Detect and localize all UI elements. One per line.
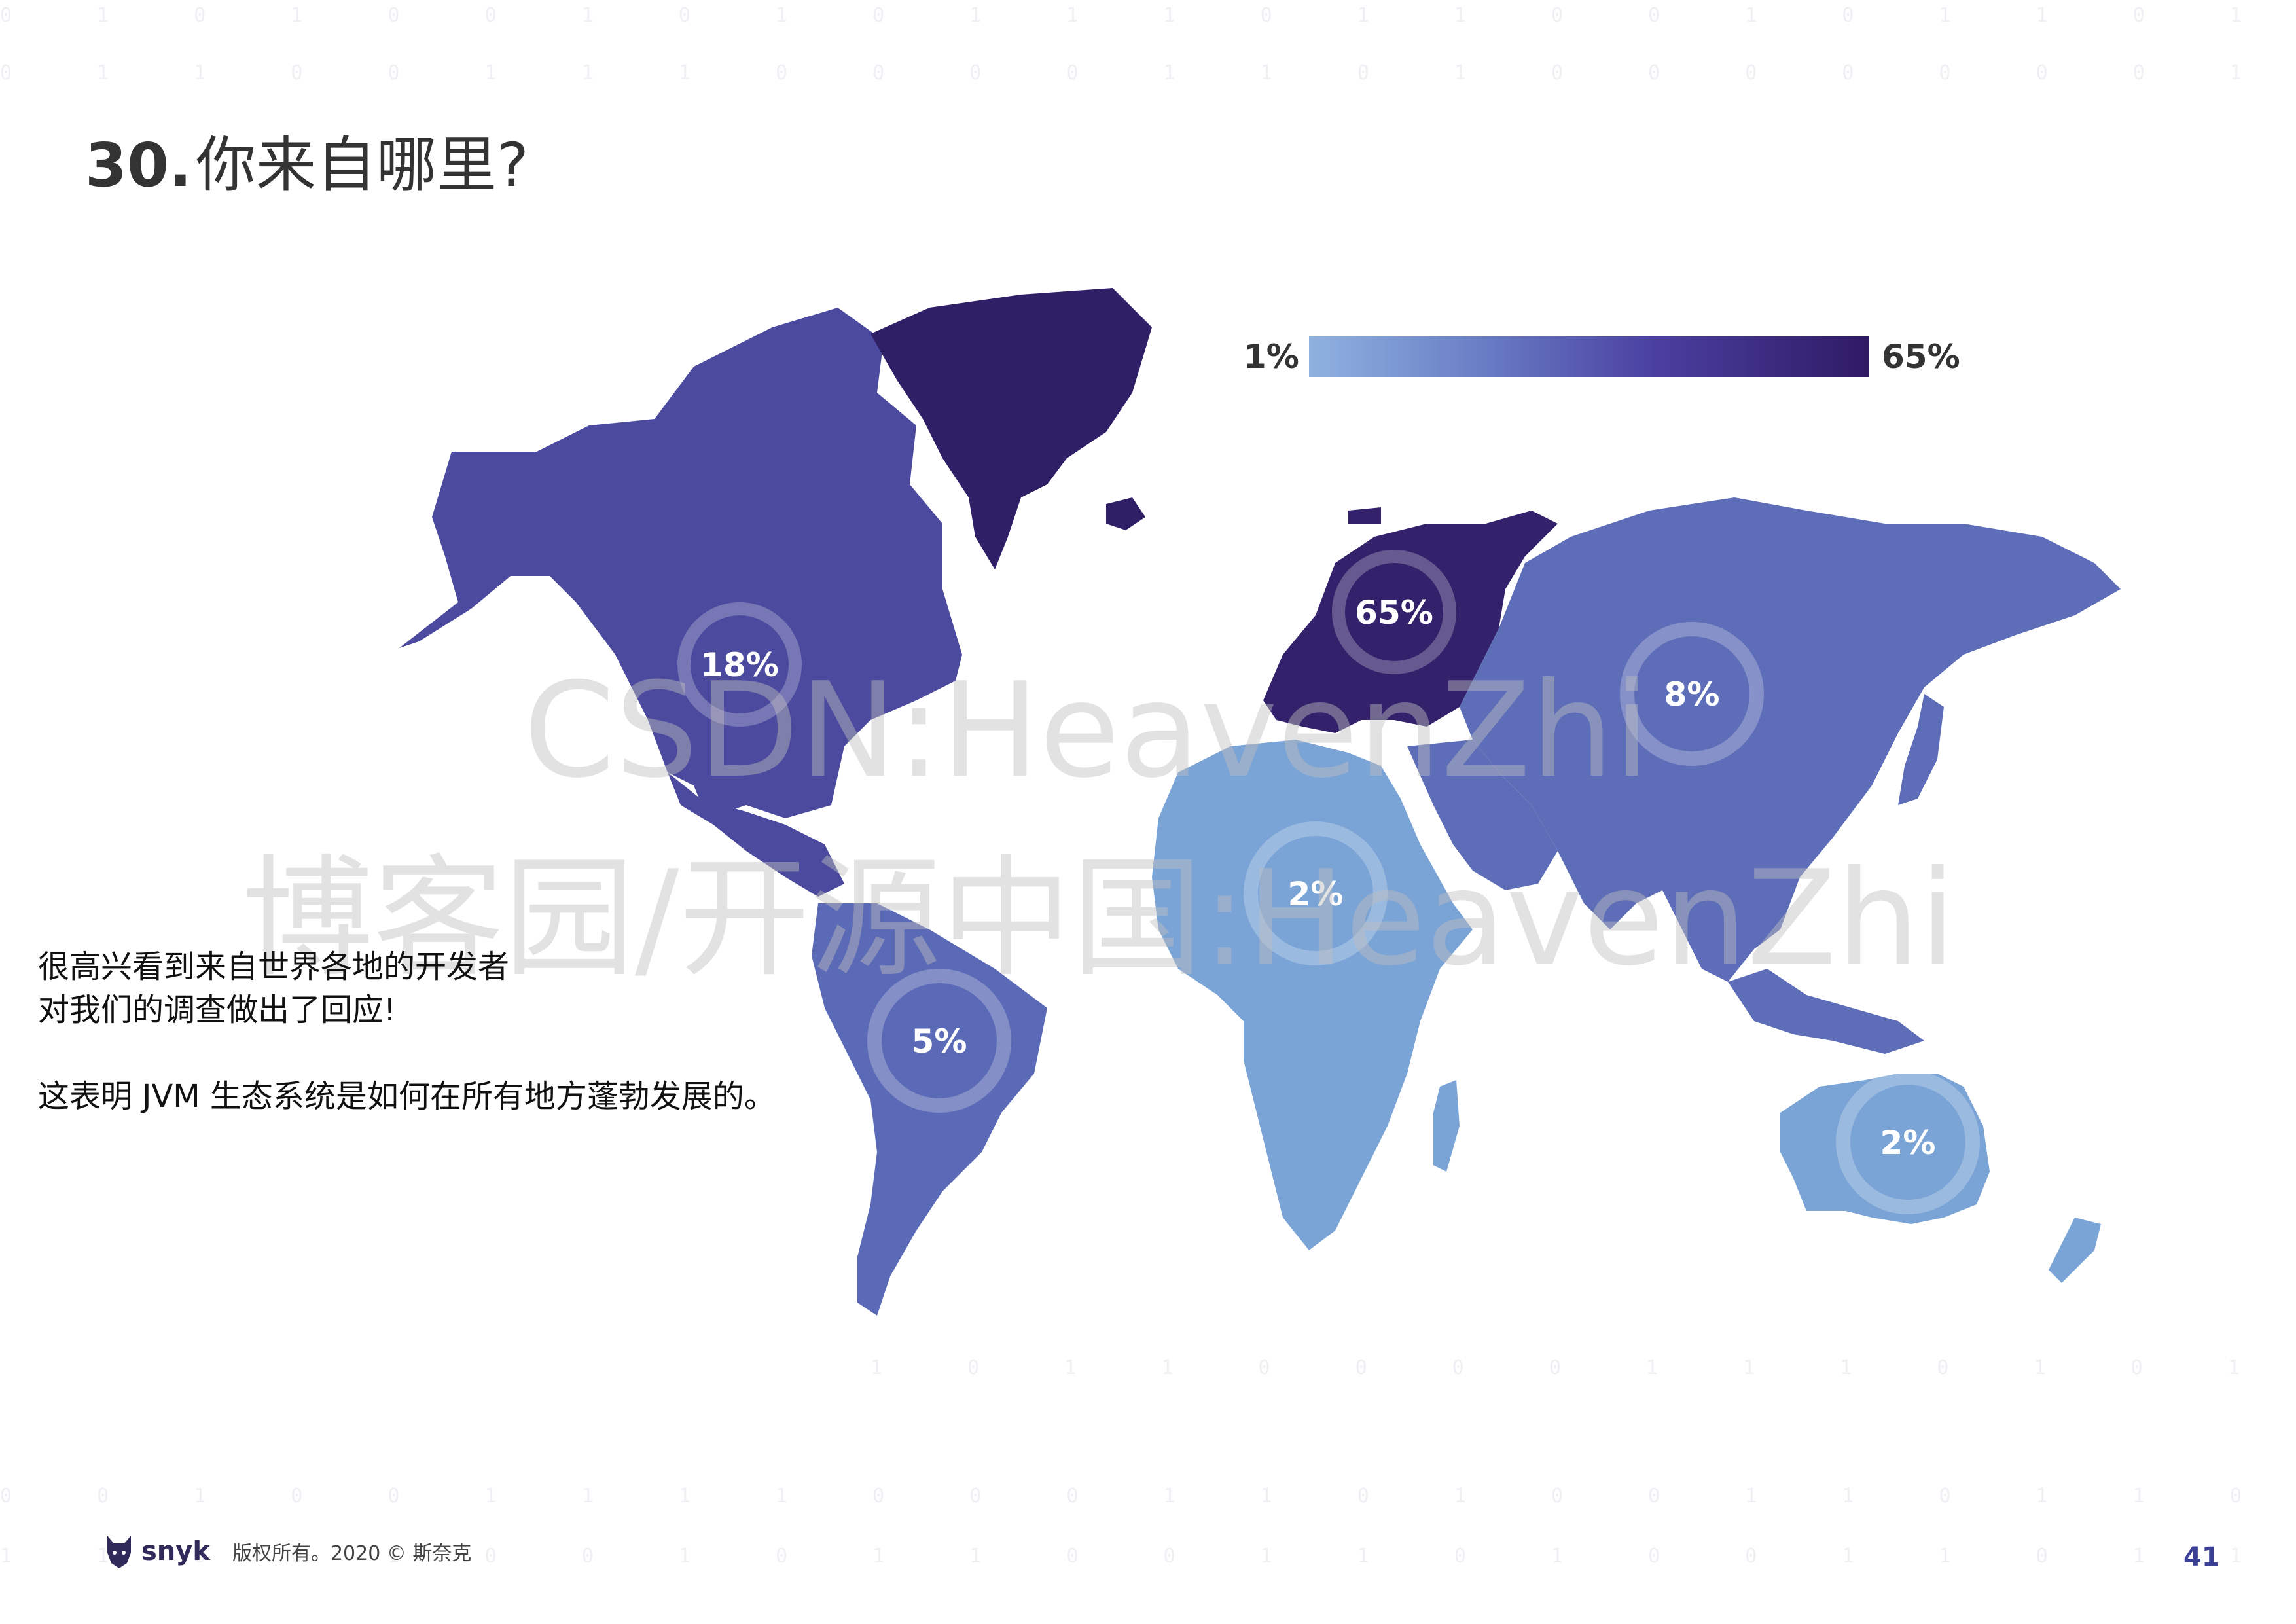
region-japan [1898,694,1944,805]
legend-min-label: 1% [1244,338,1299,376]
legend-max-label: 65% [1882,338,1960,376]
bubble-oceania: 2% [1836,1070,1980,1214]
bubble-label: 18% [700,646,779,684]
title-text: 你来自哪里? [195,130,529,200]
bubble-south-america: 5% [867,969,1011,1113]
page-title: 30.你来自哪里? [85,117,529,204]
region-asia [1460,497,2121,982]
background-bits-row: 0 0 1 0 0 1 1 1 1 0 0 0 1 1 0 1 0 0 1 1 … [0,1485,2296,1507]
region-middle-east [1407,740,1558,890]
region-new-zealand [2049,1218,2101,1283]
region-north-america [399,308,962,818]
paragraph-1: 很高兴看到来自世界各地的开发者 对我们的调查做出了回应! [38,945,776,1032]
page-number: 41 [2183,1542,2220,1572]
bubble-core [882,983,997,1098]
bubble-label: 65% [1355,594,1433,632]
bubble-label: 5% [912,1022,967,1060]
bubble-core [691,615,789,713]
bubble-core [1634,636,1749,751]
copyright-text: 版权所有。2020 © 斯奈克 [232,1542,472,1565]
region-greenland [870,288,1152,569]
body-text: 很高兴看到来自世界各地的开发者 对我们的调查做出了回应! 这表明 JVM 生态系… [38,945,776,1161]
bubble-label: 2% [1288,875,1344,913]
bubble-europe: 65% [1332,550,1456,674]
region-central-america [668,772,844,897]
paragraph-1-line-1: 很高兴看到来自世界各地的开发者 [38,948,510,985]
bubble-label: 2% [1880,1124,1936,1162]
bubble-north-america: 18% [677,602,802,727]
bubble-label: 8% [1664,676,1720,713]
legend-gradient-bar [1309,336,1869,377]
footer: snyk 版权所有。2020 © 斯奈克 [105,1532,471,1571]
region-africa [1152,740,1473,1250]
background-bits-row: 0 1 1 0 0 1 1 1 0 0 0 0 1 1 0 1 0 0 0 0 … [0,62,2296,84]
region-europe-island [1348,507,1381,524]
region-southeast-asia-islands [1728,969,1924,1054]
paragraph-1-line-2: 对我们的调查做出了回应! [38,992,397,1028]
region-iceland [1106,497,1145,530]
bubble-core [1258,836,1373,951]
paragraph-2: 这表明 JVM 生态系统是如何在所有地方蓬勃发展的。 [38,1078,776,1115]
bubble-core [1345,563,1443,661]
region-south-america [812,903,1047,1316]
bubble-core [1850,1085,1965,1200]
background-bits-row: 1 1 0 0 1 0 0 1 0 1 1 0 0 1 1 0 1 0 0 1 … [0,1545,2296,1568]
title-number: 30. [85,130,192,200]
bubble-africa: 2% [1244,821,1388,965]
snyk-dog-logo-icon [107,1536,131,1568]
watermark-line2: 博客园/开源中国:HeavenZhi [242,842,1956,995]
background-bits-row: 1 0 1 1 0 0 0 0 1 1 1 0 1 0 1 1 0 0 0 1 … [870,1356,2296,1379]
bubble-asia: 8% [1620,622,1764,766]
snyk-logo-text: snyk [141,1536,210,1566]
background-bits-row: 0 1 0 1 0 0 1 0 1 0 1 1 1 0 1 1 0 0 1 0 … [0,4,2296,27]
watermark-line1: CSDN:HeavenZhi [524,655,1651,807]
region-madagascar [1433,1080,1460,1172]
